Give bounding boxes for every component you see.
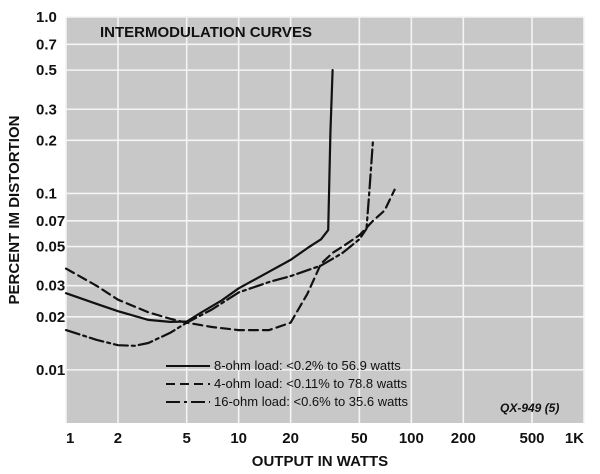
legend-label: 8-ohm load: <0.2% to 56.9 watts: [214, 358, 401, 373]
grid-lines: [65, 16, 585, 423]
x-tick-label: 50: [351, 430, 368, 447]
x-tick-label: 10: [230, 430, 247, 447]
x-axis-ticks: 1 2 5 10 20 50 100 200 500 1K: [66, 430, 584, 447]
series-layer: [64, 68, 396, 347]
x-tick-label: 5: [183, 430, 191, 447]
y-tick-label: 0.03: [36, 278, 65, 295]
series-line-2: [64, 188, 396, 332]
y-tick-label: 0.05: [36, 239, 65, 256]
y-tick-label: 0.1: [36, 185, 57, 202]
x-tick-label: 2: [114, 430, 122, 447]
y-tick-label: 0.3: [36, 101, 57, 118]
y-tick-label: 0.02: [36, 309, 65, 326]
x-tick-label: 1K: [565, 430, 584, 447]
chart-title: INTERMODULATION CURVES: [100, 24, 312, 41]
x-tick-label: 500: [520, 430, 545, 447]
x-tick-label: 200: [451, 430, 476, 447]
figure-reference: QX-949 (5): [500, 401, 559, 415]
series-line-1: [64, 68, 334, 323]
x-tick-label: 1: [66, 430, 74, 447]
x-tick-label: 20: [282, 430, 299, 447]
x-tick-label: 100: [399, 430, 424, 447]
y-tick-label: 0.2: [36, 132, 57, 149]
x-axis-title: OUTPUT IN WATTS: [252, 453, 388, 470]
legend-label: 4-ohm load: <0.11% to 78.8 watts: [214, 376, 408, 391]
legend: 8-ohm load: <0.2% to 56.9 watts 4-ohm loa…: [166, 358, 409, 409]
y-tick-label: 0.07: [36, 213, 65, 230]
y-tick-label: 1.0: [36, 9, 57, 26]
y-tick-label: 0.5: [36, 62, 57, 79]
series-line-3: [64, 139, 375, 347]
y-tick-label: 0.7: [36, 36, 57, 53]
legend-label: 16-ohm load: <0.6% to 35.6 watts: [214, 394, 409, 409]
y-axis-ticks: 1.0 0.7 0.5 0.3 0.2 0.1 0.07 0.05 0.03 0.02 0.01: [36, 9, 65, 379]
y-axis-title: PERCENT IM DISTORTION: [6, 116, 23, 305]
y-tick-label: 0.01: [36, 362, 65, 379]
